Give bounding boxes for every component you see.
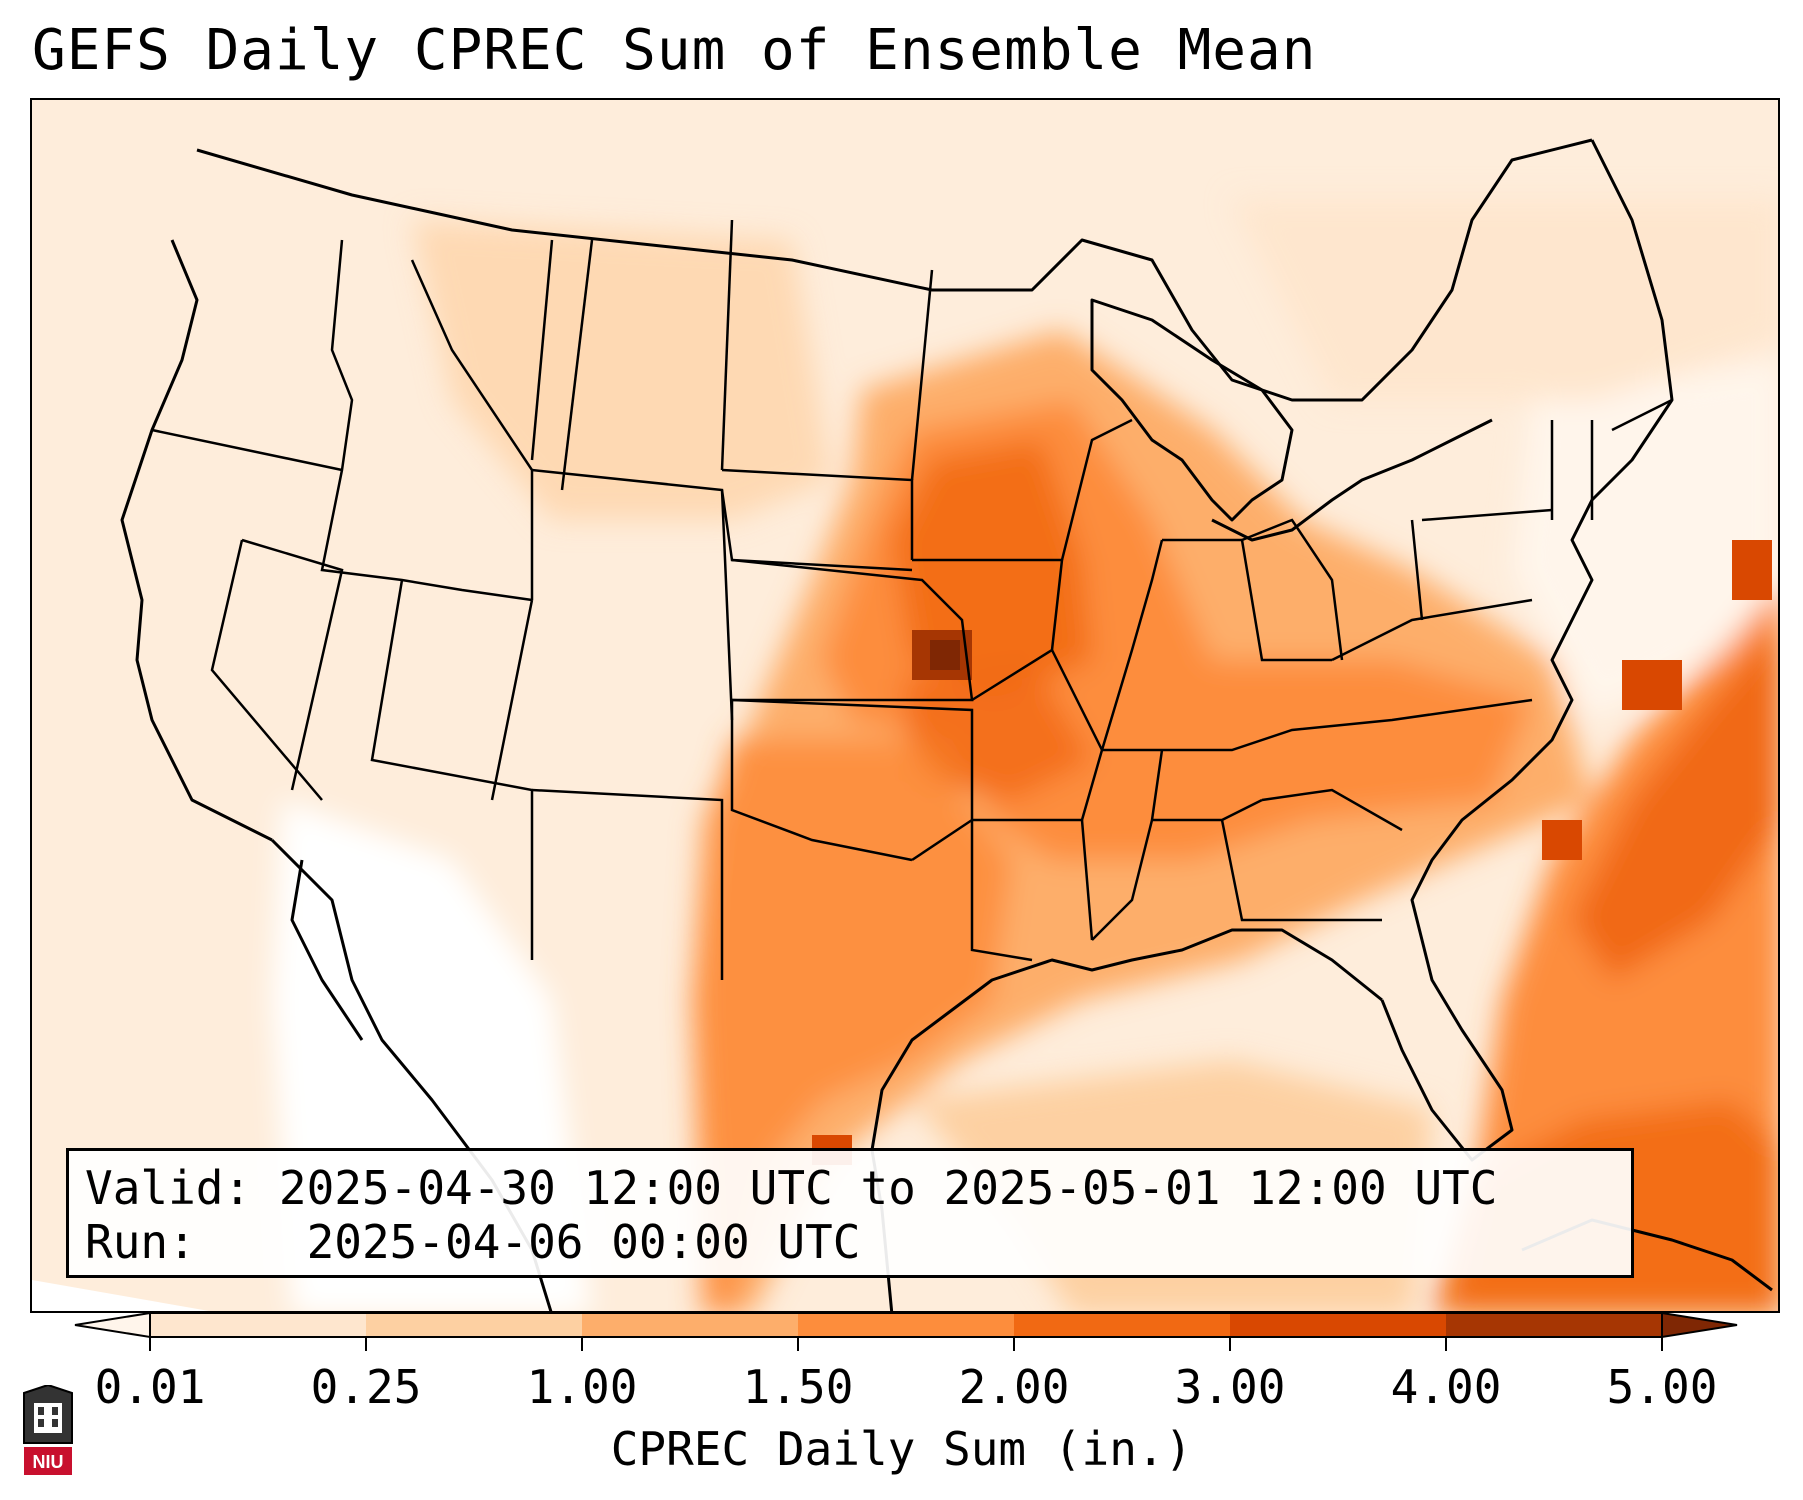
- map-canvas: [32, 100, 1778, 1311]
- colorbar-segment: [1446, 1313, 1663, 1337]
- colorbar-tick-label: 5.00: [1606, 1360, 1718, 1414]
- state-boundaries: [151, 219, 1673, 980]
- colorbar-tick-label: 3.00: [1174, 1360, 1286, 1414]
- colorbar-segment: [798, 1313, 1015, 1337]
- precip-max-atlantic-2: [1732, 540, 1772, 600]
- colorbar-extend-high: [1661, 1311, 1738, 1339]
- colorbar-tick-label: 1.00: [526, 1360, 638, 1414]
- colorbar-tick-label: 0.25: [310, 1360, 422, 1414]
- colorbar-tick-label: 4.00: [1390, 1360, 1502, 1414]
- colorbar-segment: [150, 1313, 367, 1337]
- colorbar-extend-low: [74, 1311, 151, 1339]
- precip-max-atlantic-3: [1542, 820, 1582, 860]
- validity-info-box: Valid: 2025-04-30 12:00 UTC to 2025-05-0…: [66, 1148, 1634, 1278]
- niu-logo: NIU: [23, 1385, 73, 1475]
- colorbar-segment: [582, 1313, 799, 1337]
- colorbar-segment: [1014, 1313, 1231, 1337]
- run-value: 2025-04-06 00:00 UTC: [306, 1215, 861, 1269]
- colorbar: [74, 1311, 1738, 1351]
- colorbar-segment: [1230, 1313, 1447, 1337]
- colorbar-ticks: [149, 1337, 1663, 1351]
- precip-max-atlantic: [1622, 660, 1682, 710]
- colorbar-tick-labels: 0.01 0.25 1.00 1.50 2.00 3.00 4.00 5.00: [0, 1360, 1803, 1420]
- colorbar-frame: [149, 1312, 1663, 1338]
- colorbar-tick-label: 2.00: [958, 1360, 1070, 1414]
- svg-text:NIU: NIU: [33, 1452, 64, 1472]
- colorbar-label: CPREC Daily Sum (in.): [610, 1422, 1193, 1476]
- colorbar-segment: [366, 1313, 583, 1337]
- colorbar-segments: [74, 1311, 1738, 1339]
- run-label: Run:: [85, 1215, 196, 1269]
- valid-label: Valid:: [85, 1161, 252, 1215]
- colorbar-tick-label: 0.01: [94, 1360, 206, 1414]
- colorbar-tick-label: 1.50: [742, 1360, 854, 1414]
- valid-value: 2025-04-30 12:00 UTC to 2025-05-01 12:00…: [278, 1161, 1498, 1215]
- precip-core-kansas: [930, 640, 960, 670]
- precipitation-map: [30, 98, 1780, 1313]
- map-title: GEFS Daily CPREC Sum of Ensemble Mean: [32, 18, 1317, 83]
- domain-edge: [32, 1280, 210, 1311]
